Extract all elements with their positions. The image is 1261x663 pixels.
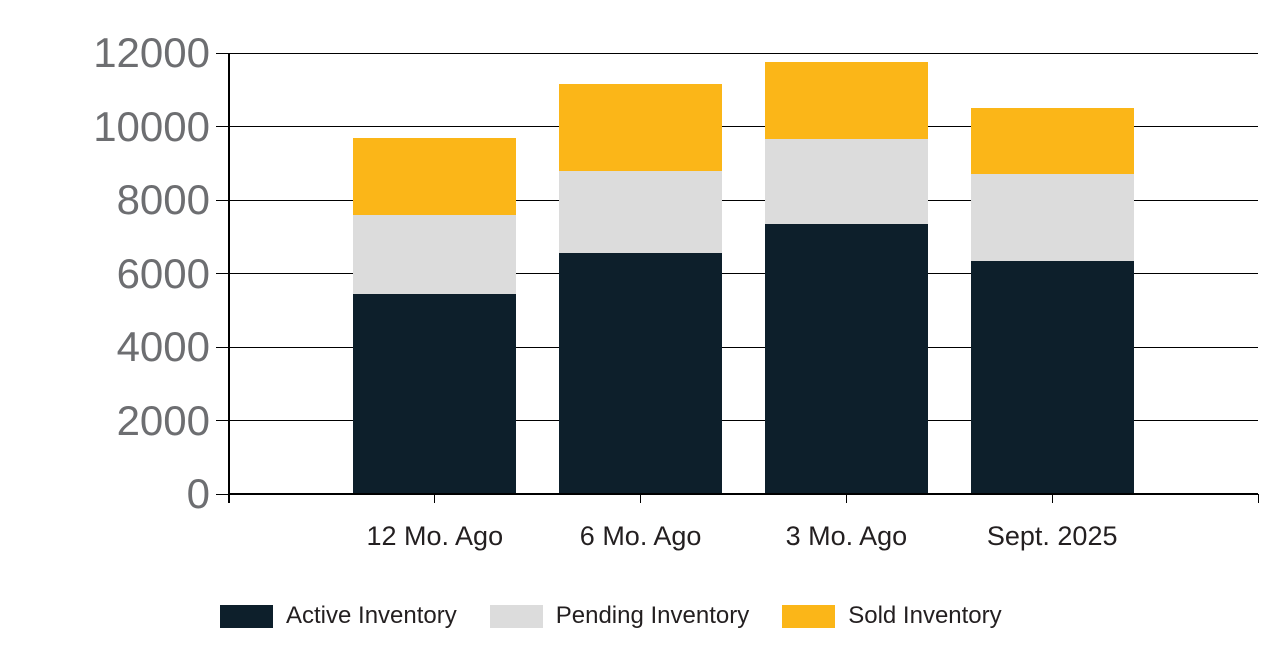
bar-3-mo-ago-segment-pending-inventory xyxy=(764,139,928,224)
bar-3-mo-ago-segment-sold-inventory xyxy=(764,62,928,140)
legend-swatch-icon xyxy=(782,604,836,628)
legend-item-active-inventory: Active Inventory xyxy=(220,603,457,629)
y-axis-tick xyxy=(216,420,229,421)
y-axis-tick-label: 4000 xyxy=(116,323,210,370)
x-axis-category-label: 12 Mo. Ago xyxy=(366,521,504,551)
bar-3-mo-ago-segment-active-inventory xyxy=(764,223,928,494)
y-axis-tick xyxy=(216,346,229,348)
bar-6-mo-ago-segment-pending-inventory xyxy=(559,170,723,254)
x-axis-tick xyxy=(1257,494,1259,503)
x-axis-line xyxy=(229,493,1258,495)
y-axis-tick-label: 0 xyxy=(186,470,210,517)
gridline xyxy=(229,346,1258,348)
legend-label: Active Inventory xyxy=(286,602,457,629)
y-axis-tick xyxy=(216,52,229,54)
bar-sept-2025-segment-sold-inventory xyxy=(970,108,1134,175)
x-axis-tick xyxy=(640,494,642,503)
y-axis-tick-label: 12000 xyxy=(93,29,210,76)
x-axis-category-label: 6 Mo. Ago xyxy=(579,521,702,551)
gridline xyxy=(229,52,1258,54)
bar-12-mo-ago-segment-active-inventory xyxy=(353,293,517,494)
gridline xyxy=(229,273,1258,274)
chart-legend: Active Inventory Pending Inventory Sold In… xyxy=(220,603,1002,629)
bar-sept-2025-segment-pending-inventory xyxy=(970,174,1134,261)
y-axis-tick xyxy=(216,273,229,274)
bar-12-mo-ago-segment-sold-inventory xyxy=(353,137,517,215)
gridline xyxy=(229,126,1258,127)
y-axis-tick xyxy=(216,493,229,495)
legend-label: Sold Inventory xyxy=(848,602,1002,629)
x-axis-tick xyxy=(228,494,230,503)
x-axis-tick xyxy=(1051,494,1053,503)
y-axis-line xyxy=(228,53,230,503)
y-axis-tick-label: 8000 xyxy=(116,176,210,223)
y-axis-tick-label: 10000 xyxy=(93,102,210,150)
bar-sept-2025-segment-active-inventory xyxy=(970,260,1134,494)
y-axis-tick xyxy=(216,199,229,201)
legend-item-sold-inventory: Sold Inventory xyxy=(782,602,1002,629)
gridline xyxy=(229,199,1258,201)
gridline xyxy=(229,420,1258,421)
bar-6-mo-ago-segment-sold-inventory xyxy=(559,84,723,171)
legend-swatch-icon xyxy=(220,604,273,628)
bar-12-mo-ago-segment-pending-inventory xyxy=(353,214,517,294)
legend-swatch-icon xyxy=(489,604,543,628)
y-axis-tick-label: 6000 xyxy=(116,249,210,297)
x-axis-category-label: Sept. 2025 xyxy=(986,521,1118,551)
y-axis-tick-label: 2000 xyxy=(116,396,210,444)
x-axis-tick xyxy=(434,494,436,503)
bar-6-mo-ago-segment-active-inventory xyxy=(559,253,723,494)
legend-item-pending-inventory: Pending Inventory xyxy=(489,602,750,629)
x-axis-category-label: 3 Mo. Ago xyxy=(785,521,908,551)
x-axis-tick xyxy=(845,494,847,503)
y-axis-tick xyxy=(216,126,229,127)
legend-label: Pending Inventory xyxy=(555,602,750,629)
